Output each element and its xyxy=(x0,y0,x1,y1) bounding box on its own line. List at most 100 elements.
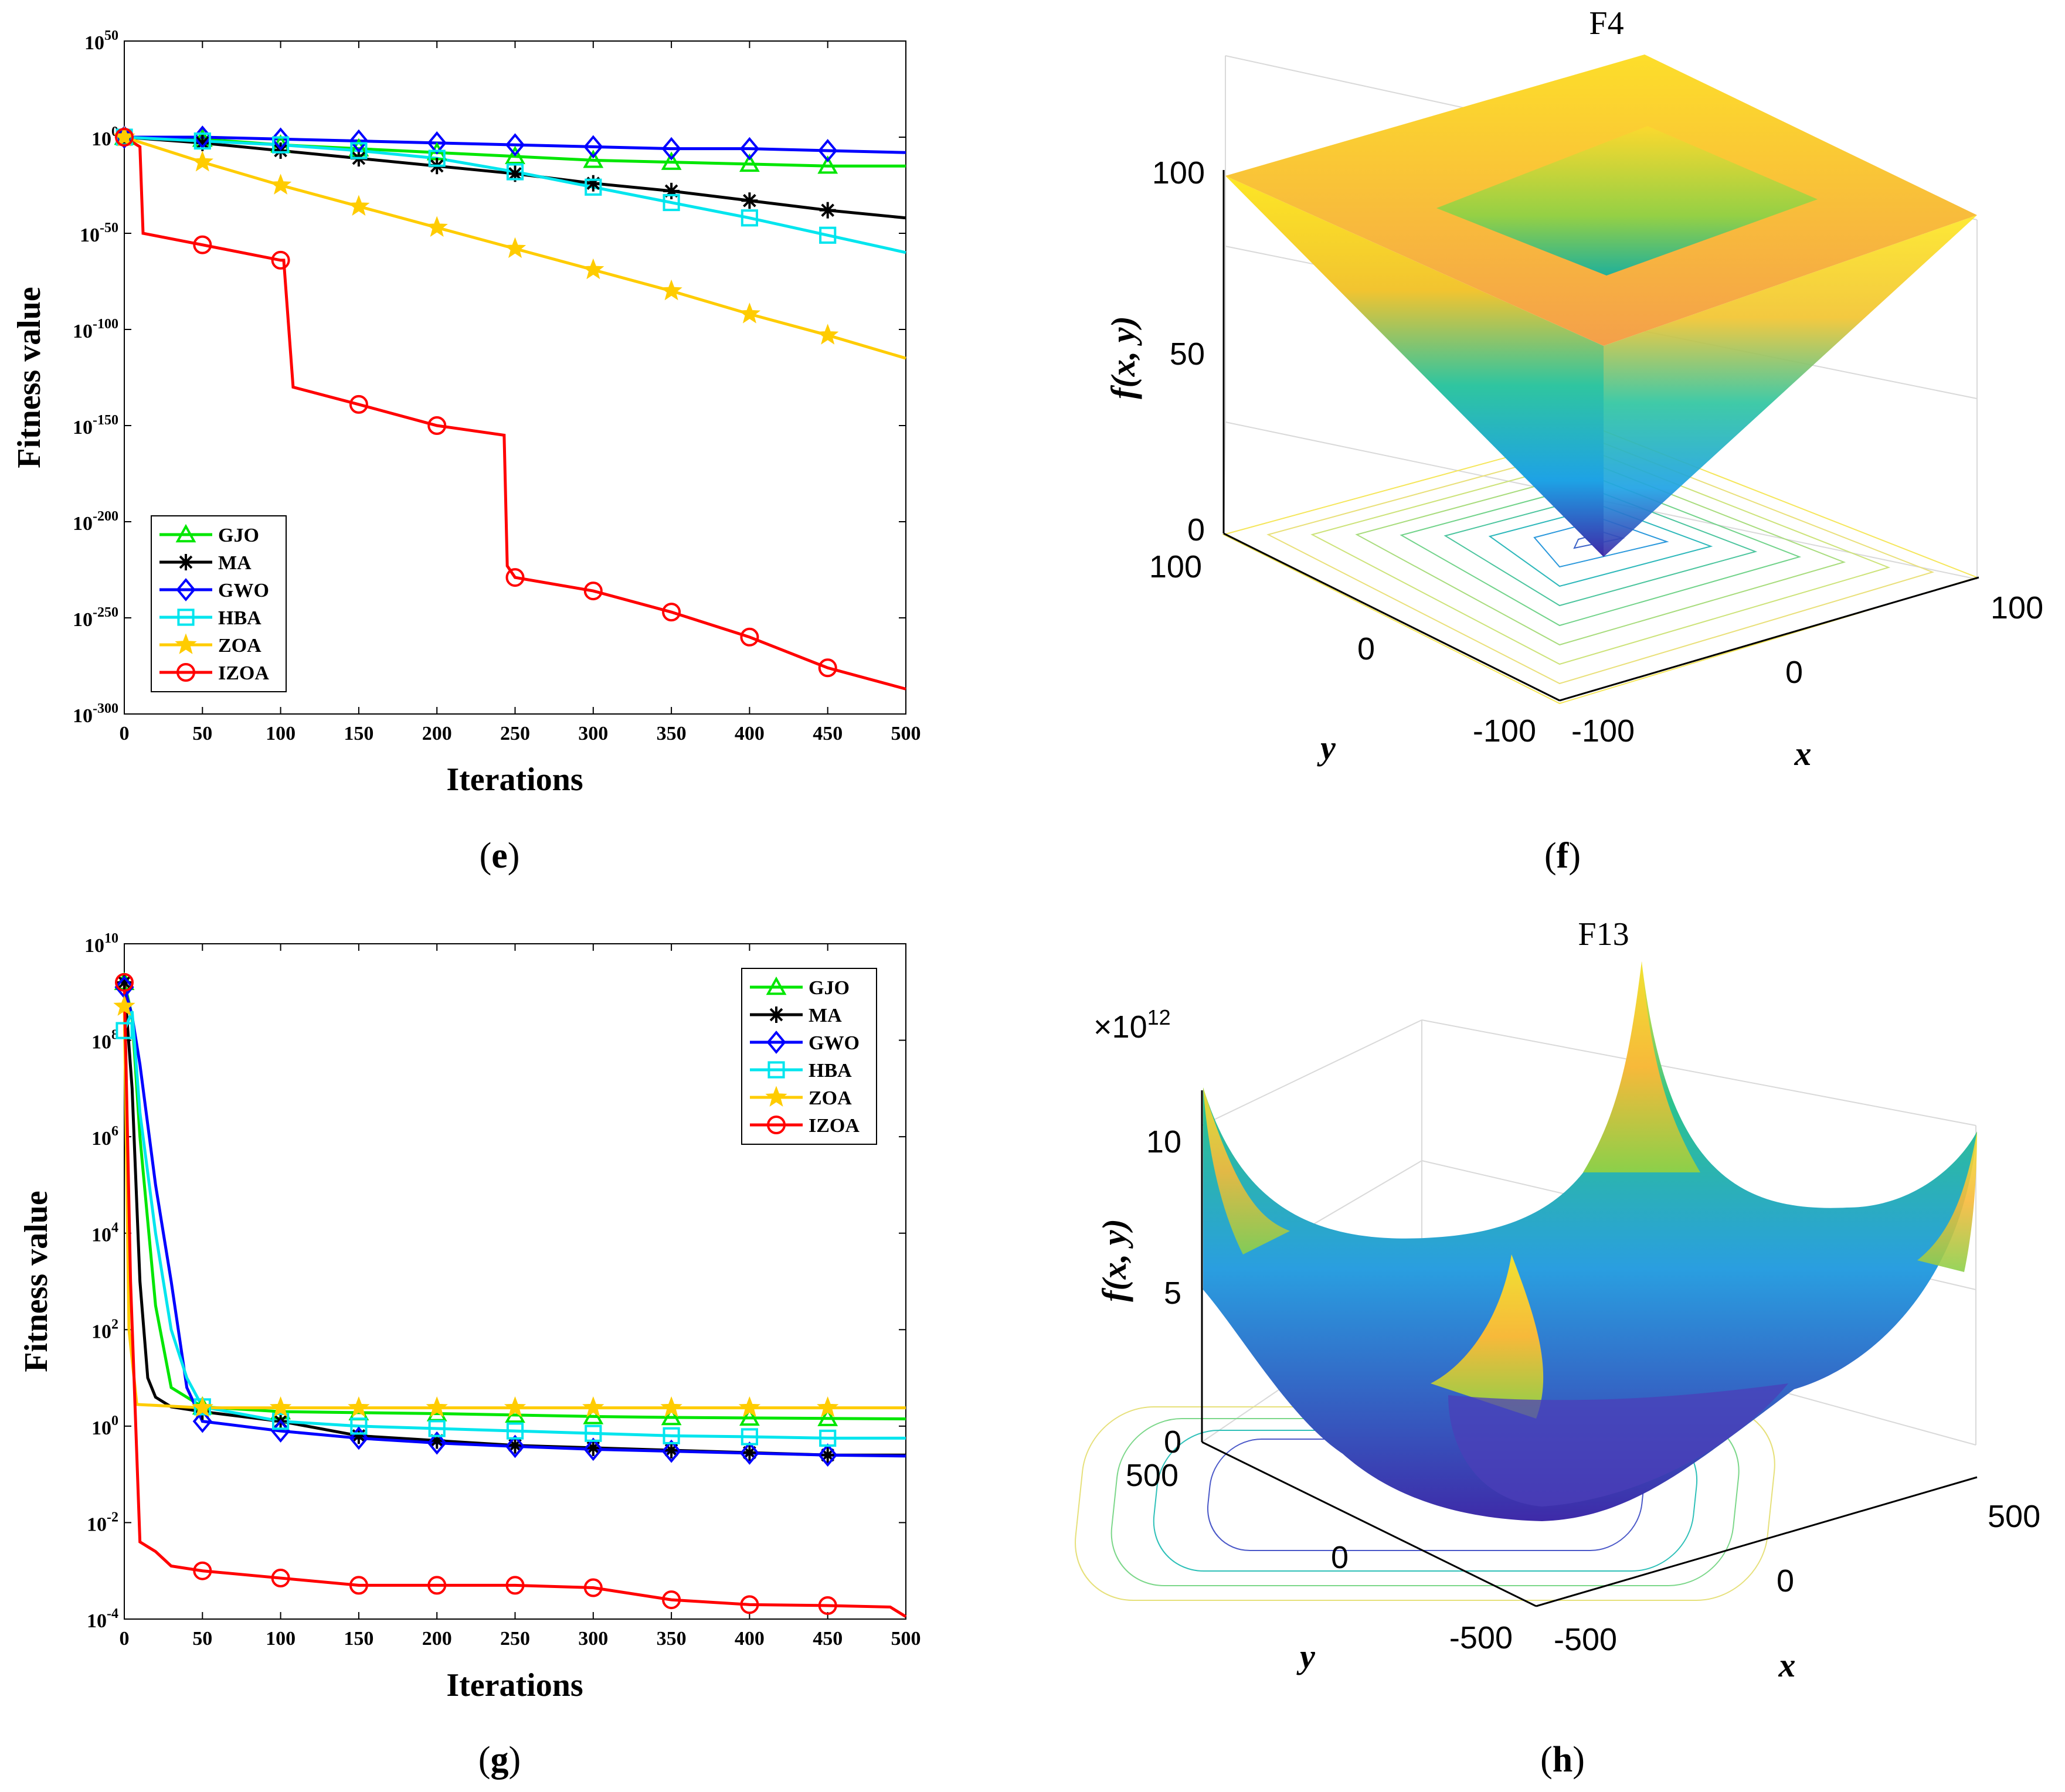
series-line-gwo xyxy=(124,135,906,154)
panel-f-title: F4 xyxy=(1589,5,1624,42)
series-marker-izoa xyxy=(583,1578,603,1597)
series-marker-gwo xyxy=(739,137,760,161)
legend-label-ma: MA xyxy=(809,1005,842,1026)
series-marker-hba xyxy=(272,1413,290,1430)
y-tick-label: 1050 xyxy=(84,28,118,54)
series-marker-hba xyxy=(819,226,837,244)
series-marker-izoa xyxy=(271,250,290,270)
series-marker-zoa xyxy=(660,279,682,301)
series-marker-hba xyxy=(819,1429,837,1447)
series-marker-izoa xyxy=(818,658,837,678)
panel-e-legend: GJO MA GWO HBA ZOA IZOA xyxy=(151,515,287,692)
panel-h-bowl xyxy=(1203,961,1977,1521)
y-tick-label: 106 xyxy=(91,1124,118,1150)
series-line-izoa xyxy=(123,135,906,691)
legend-label-izoa: IZOA xyxy=(218,662,269,684)
series-marker-ma xyxy=(663,182,680,199)
series-marker-zoa xyxy=(348,195,370,216)
series-marker-ma xyxy=(741,1444,758,1461)
series-marker-gjo xyxy=(661,1406,682,1426)
panel-h-spike-back xyxy=(1583,961,1700,1172)
series-marker-hba xyxy=(506,1422,524,1440)
panel-g-ticks: 0 50 100 150 200 250 300 350 400 450 500 1010 108 106… xyxy=(84,931,921,1650)
series-line-gwo xyxy=(123,987,906,1458)
x-tick-label: 200 xyxy=(422,1628,452,1650)
panel-h-bowl-center xyxy=(1448,1383,1788,1507)
x-tick-label: 250 xyxy=(500,723,530,744)
panel-e-ticks: 0 50 100 150 200 250 300 350 400 450 500 1050 100 10-… xyxy=(73,28,921,744)
legend-marker-zoa xyxy=(765,1086,787,1107)
series-marker-gjo xyxy=(739,153,760,172)
series-marker-zoa xyxy=(191,1396,213,1417)
series-marker-ma-stroke xyxy=(743,193,756,208)
panel-h-spike-front xyxy=(1431,1254,1544,1419)
series-marker-izoa xyxy=(427,1576,447,1595)
panel-h-ztick-0: 0 xyxy=(1164,1424,1181,1460)
x-tick-label: 100 xyxy=(266,723,296,744)
series-marker-gwo xyxy=(661,1439,681,1463)
series-marker-hba xyxy=(116,1022,133,1039)
series-line-izoa xyxy=(123,982,907,1618)
series-marker-zoa xyxy=(426,216,448,237)
y-tick-label: 104 xyxy=(91,1220,118,1246)
y-tick-label: 10-100 xyxy=(73,317,118,342)
panel-f-xlabel: x xyxy=(1794,735,1812,773)
panel-h-zlabel: f(x, y) xyxy=(1095,1219,1133,1302)
series-marker-zoa xyxy=(113,995,135,1016)
legend-marker-izoa xyxy=(176,663,195,682)
panel-h-ztick-5: 5 xyxy=(1164,1276,1181,1311)
y-tick-label: 1010 xyxy=(84,931,118,957)
panel-h-surface: F13 ×1012 10 5 0 f(x, y) 500 0 -500 y -5… xyxy=(1075,916,2040,1684)
series-marker-hba xyxy=(663,1427,680,1444)
legend-marker-gjo xyxy=(766,976,787,995)
series-marker-gjo xyxy=(739,1407,760,1426)
panel-f-ytick-0: 0 xyxy=(1357,631,1375,667)
y-tick-label: 10-2 xyxy=(87,1509,118,1535)
series-marker-izoa xyxy=(662,1590,681,1610)
series-marker-izoa xyxy=(583,582,603,601)
series-marker-izoa xyxy=(193,1561,212,1580)
series-marker-zoa xyxy=(348,1396,370,1417)
x-tick-label: 400 xyxy=(735,1628,765,1650)
panel-f-xtick-m100: -100 xyxy=(1571,713,1635,749)
legend-marker-gwo xyxy=(176,578,196,601)
series-marker-hba xyxy=(741,209,759,227)
series-marker-ma-stroke xyxy=(195,136,209,150)
series-marker-gwo xyxy=(739,1441,760,1465)
series-marker-izoa xyxy=(115,972,134,992)
series-marker-hba xyxy=(741,1428,759,1446)
x-tick-label: 200 xyxy=(422,723,452,744)
panel-h-ytick-500: 500 xyxy=(1126,1458,1178,1493)
series-marker-izoa xyxy=(662,603,681,622)
series-marker-ma-stroke xyxy=(117,975,131,989)
panel-f-ytick-100: 100 xyxy=(1149,549,1202,584)
panel-h-ztick-10: 10 xyxy=(1146,1124,1181,1159)
series-marker-izoa xyxy=(349,395,368,414)
series-marker-gjo xyxy=(661,151,682,170)
panel-f-xtick-100: 100 xyxy=(1991,590,2043,625)
legend-marker-hba xyxy=(177,608,195,626)
caption-h: (h) xyxy=(1540,1740,1585,1780)
series-marker-gwo xyxy=(270,127,291,151)
caption-e: (e) xyxy=(480,836,520,876)
x-tick-label: 300 xyxy=(578,1628,608,1650)
legend-marker-hba xyxy=(767,1061,785,1079)
legend-label-izoa: IZOA xyxy=(809,1115,860,1137)
x-tick-label: 300 xyxy=(578,723,608,744)
panel-h-xtick-500: 500 xyxy=(1988,1499,2040,1534)
series-marker-gjo xyxy=(817,1407,838,1426)
legend-label-gjo: GJO xyxy=(218,525,259,546)
series-marker-gwo xyxy=(192,1409,212,1433)
x-tick-label: 350 xyxy=(657,1628,687,1650)
series-marker-gwo xyxy=(427,1431,447,1455)
x-tick-label: 0 xyxy=(120,1628,130,1650)
panel-h-spike-right xyxy=(1917,1131,1977,1272)
series-marker-zoa xyxy=(582,258,604,280)
panel-f-xtick-0: 0 xyxy=(1785,655,1803,690)
series-marker-zoa xyxy=(582,1396,604,1417)
series-marker-hba xyxy=(193,132,211,150)
series-marker-hba xyxy=(428,1420,446,1437)
series-marker-izoa xyxy=(271,1569,290,1588)
legend-label-hba: HBA xyxy=(809,1060,852,1082)
series-marker-gwo xyxy=(583,1437,603,1461)
